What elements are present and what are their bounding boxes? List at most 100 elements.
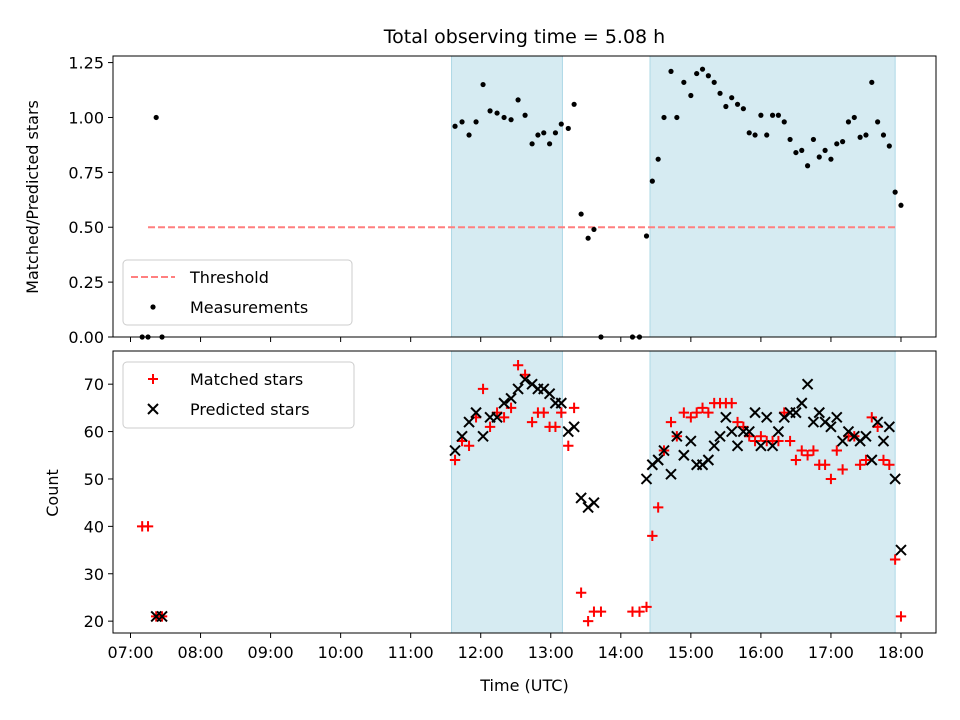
matched-star-point	[526, 416, 538, 428]
matched-star-point	[732, 416, 743, 428]
predicted-star-point	[813, 406, 825, 419]
top-panel-title: Total observing time = 5.08 h	[383, 26, 665, 48]
measurement-point	[810, 136, 817, 143]
matched-star-point	[819, 459, 831, 470]
matched-star-point	[477, 383, 489, 395]
predicted-star-point	[883, 421, 896, 433]
measurement-point	[558, 121, 564, 127]
y-tick-label: 60	[84, 423, 104, 442]
matched-star-point	[595, 606, 607, 617]
x-tick-label: 09:00	[248, 643, 294, 662]
matched-star-point	[831, 445, 842, 456]
measurement-point	[674, 114, 680, 121]
measurement-point	[153, 114, 159, 121]
measurement-point	[473, 119, 479, 125]
measurement-point	[758, 112, 764, 118]
y-tick-label: 0.25	[68, 273, 104, 292]
measurement-point	[845, 119, 852, 125]
predicted-star-point	[505, 392, 517, 405]
measurement-point	[775, 112, 782, 118]
legend-threshold-label: Threshold	[189, 268, 269, 287]
predicted-star-point	[866, 454, 878, 466]
matched-star-point	[484, 421, 496, 433]
measurement-point	[717, 90, 723, 96]
matched-star-point	[142, 521, 154, 532]
predicted-star-point	[588, 496, 600, 509]
measurement-point	[723, 103, 729, 110]
matched-star-point	[895, 611, 907, 622]
x-tick-label: 08:00	[177, 643, 223, 662]
predicted-star-point	[825, 421, 837, 433]
measurement-point	[804, 163, 811, 169]
measurement-point	[643, 233, 650, 239]
matched-star-point	[878, 454, 889, 466]
x-tick-label: 10:00	[318, 643, 364, 662]
predicted-star-point	[640, 473, 653, 485]
predicted-star-point	[652, 454, 664, 466]
measurement-point	[869, 79, 875, 85]
x-tick-label: 12:00	[458, 643, 504, 662]
y-tick-label: 30	[84, 565, 104, 584]
measurement-point	[494, 110, 500, 116]
predicted-star-point	[877, 435, 890, 447]
y-tick-label: 70	[84, 375, 104, 394]
measurement-point	[898, 202, 904, 208]
measurement-point	[793, 149, 799, 156]
legend-predicted-label: Predicted stars	[190, 400, 310, 419]
legend-predicted-swatch	[147, 403, 159, 415]
matched-star-point	[568, 402, 580, 414]
measurement-point	[857, 134, 863, 140]
x-tick-label: 15:00	[668, 643, 714, 662]
matched-star-point	[563, 440, 574, 451]
predicted-star-point	[575, 492, 587, 504]
predicted-star-point	[477, 430, 489, 443]
predicted-star-point	[749, 406, 761, 419]
predicted-star-point	[714, 430, 726, 443]
measurement-point	[591, 226, 597, 233]
matched-star-point	[884, 459, 895, 470]
matched-star-point	[582, 615, 594, 627]
predicted-star-point	[755, 440, 767, 452]
measurement-point	[787, 136, 793, 143]
matched-star-point	[575, 587, 587, 598]
predicted-star-point	[456, 430, 468, 443]
matched-star-point	[837, 464, 848, 475]
predicted-star-point	[671, 430, 683, 443]
legend: Matched stars Predicted stars	[122, 361, 355, 429]
x-tick-label: 17:00	[808, 643, 854, 662]
matched-star-point	[802, 450, 813, 461]
predicted-star-point	[889, 473, 901, 485]
y-tick-label: 0.00	[68, 328, 104, 347]
top-y-axis-label: Matched/Predicted stars	[23, 100, 42, 294]
predicted-star-point	[761, 411, 773, 424]
measurement-point	[764, 132, 770, 138]
legend: Threshold Measurements	[122, 259, 353, 326]
predicted-star-point	[790, 406, 802, 419]
observing-span	[451, 55, 563, 338]
predicted-star-point	[498, 397, 510, 409]
measurement-point	[892, 189, 898, 195]
legend-box	[122, 361, 355, 429]
measurement-point	[535, 132, 541, 138]
predicted-star-point	[801, 378, 814, 390]
bottom-panel: 20 30 40 50 60 70 07:00 08:00 09:00 10:00 11:00 12:…	[84, 350, 937, 662]
measurement-point	[828, 156, 834, 162]
axes-frame	[112, 350, 937, 634]
matched-star-point	[678, 407, 690, 418]
matched-star-point	[449, 454, 461, 466]
x-tick-label: 16:00	[738, 643, 784, 662]
matched-star-point	[773, 435, 784, 447]
measurement-point	[466, 132, 472, 138]
x-tick-label: 13:00	[528, 643, 574, 662]
matched-star-point	[755, 431, 767, 442]
predicted-star-point	[807, 416, 820, 428]
predicted-star-point	[796, 397, 808, 409]
legend-measurement-label: Measurements	[190, 298, 308, 317]
measurement-point	[769, 112, 776, 118]
matched-star-point	[866, 412, 877, 423]
measurement-point	[822, 147, 828, 153]
predicted-star-point	[555, 397, 567, 409]
y-tick-label: 1.00	[68, 108, 104, 127]
legend-box	[122, 259, 353, 326]
